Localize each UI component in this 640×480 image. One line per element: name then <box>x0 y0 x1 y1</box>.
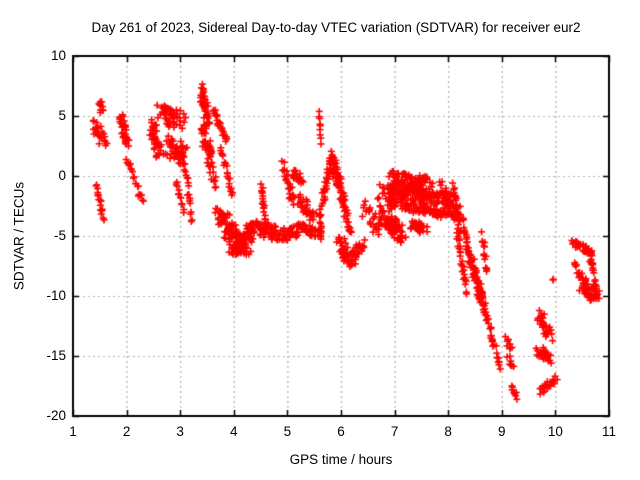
y-tick-label: 10 <box>50 48 66 63</box>
x-tick-label: 8 <box>444 424 452 439</box>
x-tick-label: 10 <box>547 424 563 439</box>
y-tick-label: -15 <box>46 348 66 363</box>
x-tick-label: 1 <box>69 424 77 439</box>
x-tick-label: 5 <box>283 424 292 439</box>
x-tick-label: 9 <box>498 424 506 439</box>
x-axis-label: GPS time / hours <box>289 452 393 467</box>
x-tick-label: 6 <box>337 424 345 439</box>
x-tick-label: 3 <box>176 424 184 439</box>
y-tick-label: -20 <box>46 408 66 423</box>
y-tick-label: 5 <box>58 108 66 123</box>
x-tick-label: 7 <box>390 424 399 439</box>
y-tick-label: -5 <box>53 228 66 243</box>
y-tick-label: -10 <box>46 288 66 303</box>
y-tick-label: 0 <box>58 168 66 183</box>
x-tick-label: 11 <box>601 424 616 439</box>
chart-title: Day 261 of 2023, Sidereal Day-to-day VTE… <box>91 20 581 35</box>
x-tick-label: 2 <box>122 424 131 439</box>
x-tick-label: 4 <box>230 424 238 439</box>
